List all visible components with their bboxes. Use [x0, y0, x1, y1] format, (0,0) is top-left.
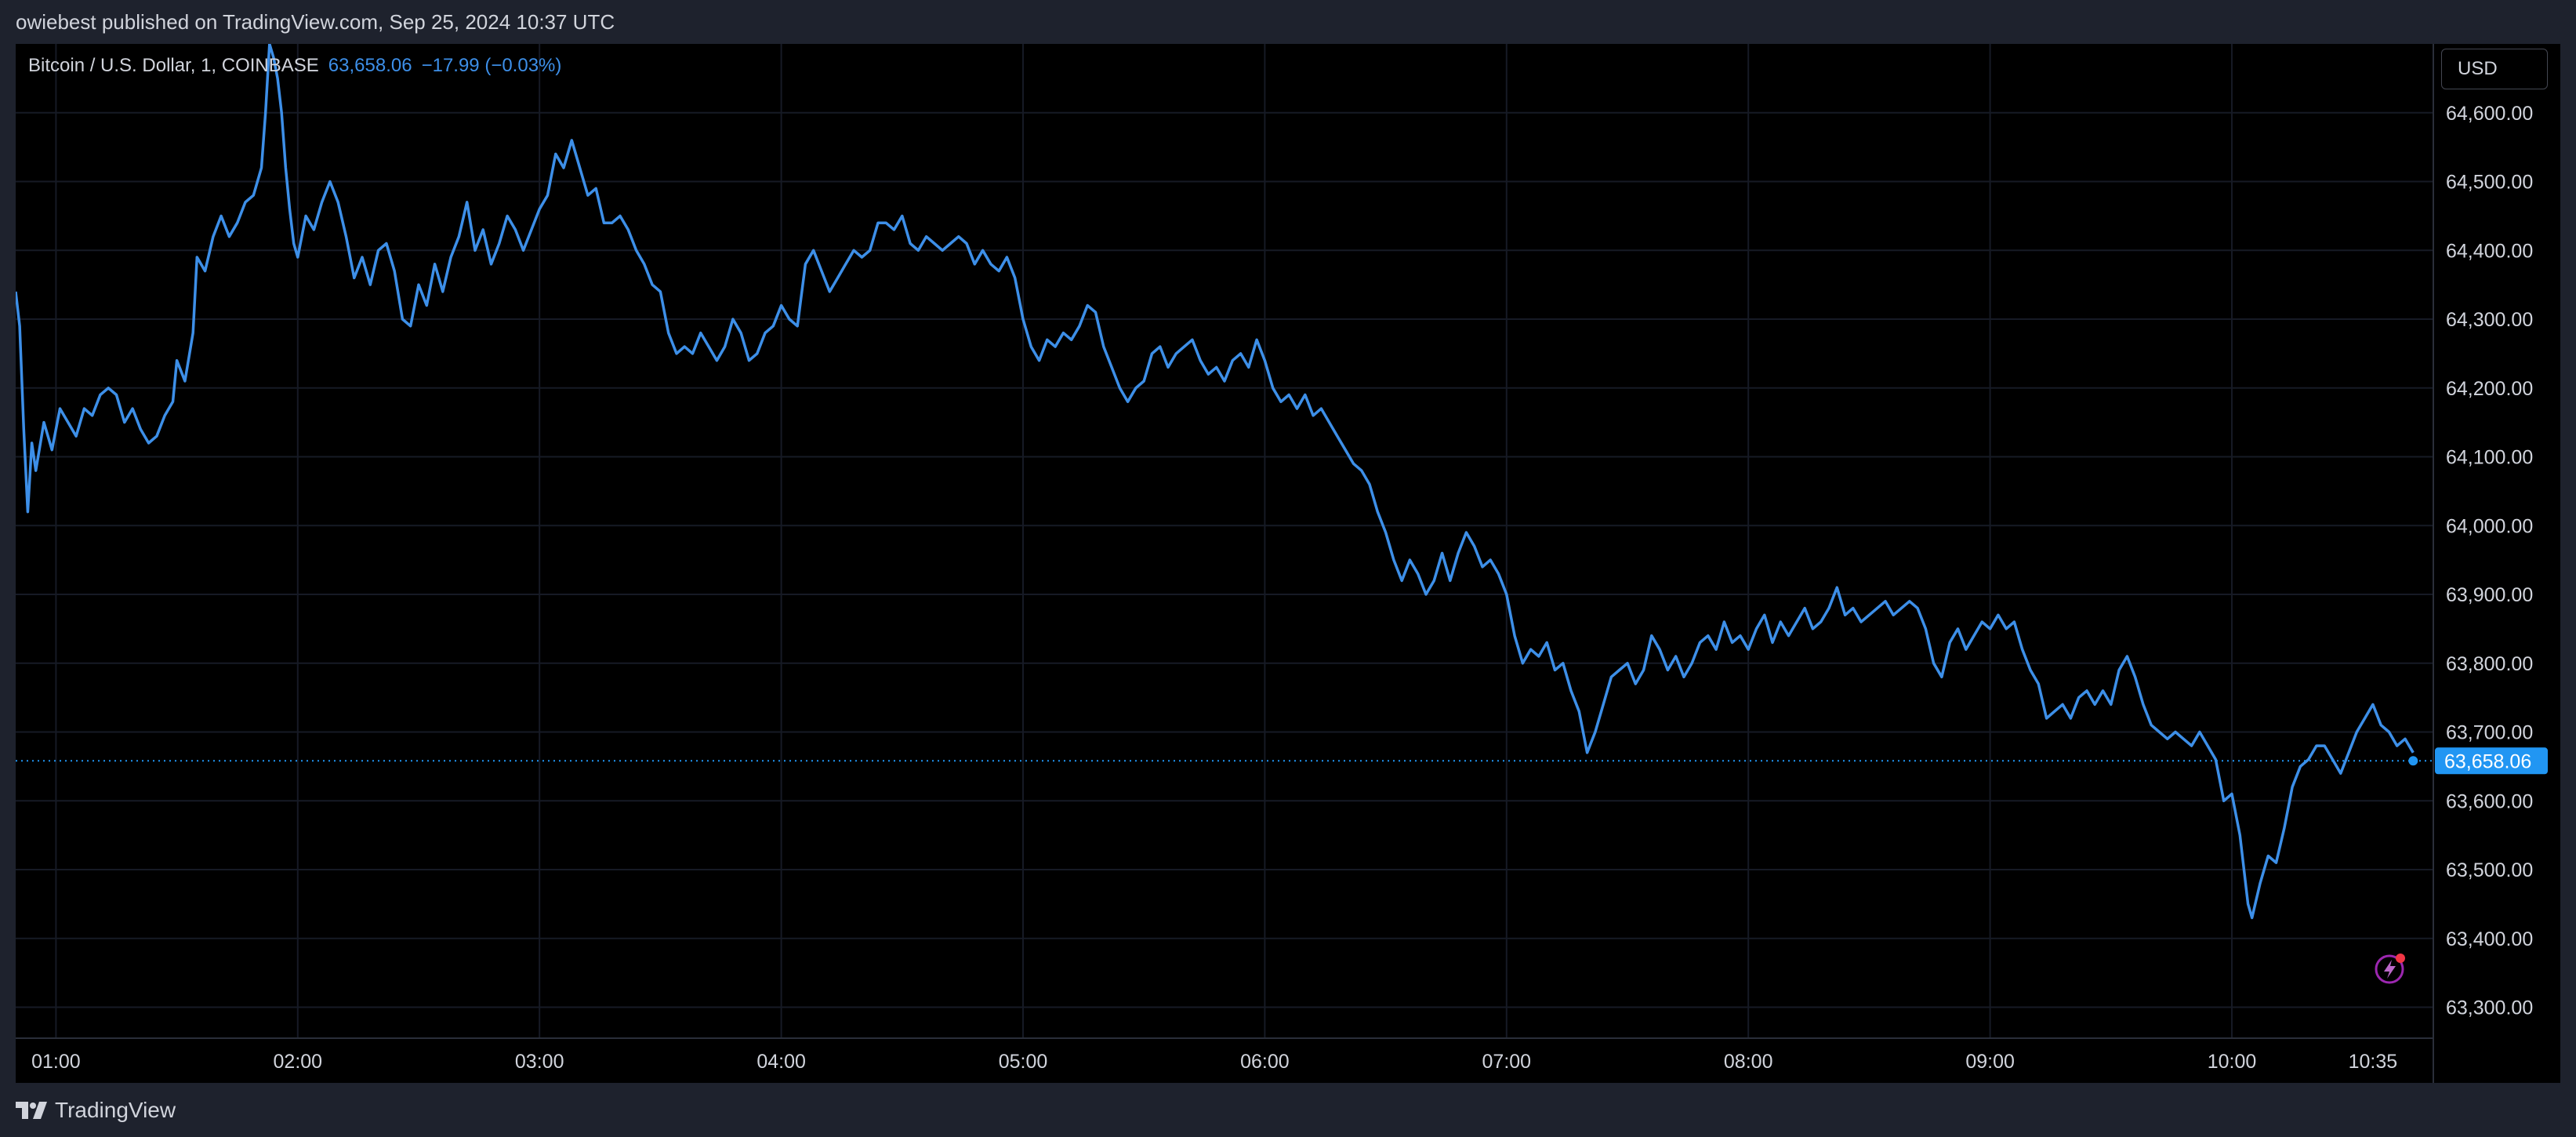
time-tick-label: 10:35 — [2349, 1051, 2398, 1073]
published-text: owiebest published on TradingView.com, S… — [16, 9, 615, 34]
price-tick-label: 63,400.00 — [2446, 928, 2533, 950]
time-tick-label: 09:00 — [1965, 1051, 2015, 1073]
grid-lines — [16, 44, 2433, 1038]
chart-area[interactable]: 64,600.00 64,500.00 64,400.00 64,300.00 64,2… — [16, 44, 2560, 1083]
price-tick-label: 63,900.00 — [2446, 584, 2533, 606]
last-price-marker: 63,658.06 — [16, 747, 2548, 775]
symbol-name: Bitcoin / U.S. Dollar, 1, COINBASE — [28, 55, 319, 76]
price-tick-label: 64,500.00 — [2446, 172, 2533, 194]
time-tick-label: 10:00 — [2208, 1051, 2257, 1073]
price-tick-label: 64,600.00 — [2446, 103, 2533, 125]
currency-button[interactable]: USD — [2441, 49, 2548, 89]
price-tick-label: 63,800.00 — [2446, 653, 2533, 675]
price-tick-label: 64,100.00 — [2446, 447, 2533, 469]
price-tick-label: 63,500.00 — [2446, 859, 2533, 881]
footer-brand: TradingView — [55, 1097, 176, 1122]
tradingview-logo[interactable]: TradingView — [16, 1098, 176, 1123]
time-tick-label: 02:00 — [274, 1051, 323, 1073]
publication-bar: owiebest published on TradingView.com, S… — [0, 0, 2576, 44]
last-price-tag-label: 63,658.06 — [2444, 750, 2531, 772]
price-line — [16, 44, 2415, 920]
time-tick-label: 05:00 — [999, 1051, 1048, 1073]
time-tick-label: 06:00 — [1240, 1051, 1290, 1073]
price-series — [16, 44, 2415, 920]
time-tick-label: 07:00 — [1482, 1051, 1532, 1073]
lightning-bolt-icon[interactable] — [2372, 949, 2410, 986]
price-chart[interactable]: 64,600.00 64,500.00 64,400.00 64,300.00 64,2… — [16, 44, 2560, 1083]
time-tick-label: 01:00 — [31, 1051, 81, 1073]
time-tick-label: 03:00 — [515, 1051, 564, 1073]
time-tick-label: 08:00 — [1724, 1051, 1773, 1073]
footer-bar: TradingView — [0, 1083, 2576, 1137]
price-tick-label: 63,600.00 — [2446, 790, 2533, 812]
tradingview-logo-icon — [16, 1101, 47, 1119]
price-tick-label: 64,200.00 — [2446, 378, 2533, 400]
price-tick-label: 64,000.00 — [2446, 515, 2533, 537]
price-tick-label: 63,300.00 — [2446, 997, 2533, 1019]
price-tick-label: 64,400.00 — [2446, 240, 2533, 262]
price-axis-labels: 64,600.00 64,500.00 64,400.00 64,300.00 64,2… — [2446, 103, 2533, 1019]
time-tick-label: 04:00 — [756, 1051, 806, 1073]
last-price-dot — [2408, 756, 2418, 766]
legend-change: −17.99 (−0.03%) — [421, 55, 562, 76]
last-price-tag — [2435, 747, 2548, 775]
legend-price: 63,658.06 — [328, 55, 412, 76]
symbol-legend[interactable]: Bitcoin / U.S. Dollar, 1, COINBASE 63,65… — [28, 55, 561, 77]
price-tick-label: 64,300.00 — [2446, 309, 2533, 331]
time-axis-labels: 01:00 02:00 03:00 04:00 05:00 06:00 07:00 08:00… — [31, 1051, 2397, 1073]
price-tick-label: 63,700.00 — [2446, 722, 2533, 744]
